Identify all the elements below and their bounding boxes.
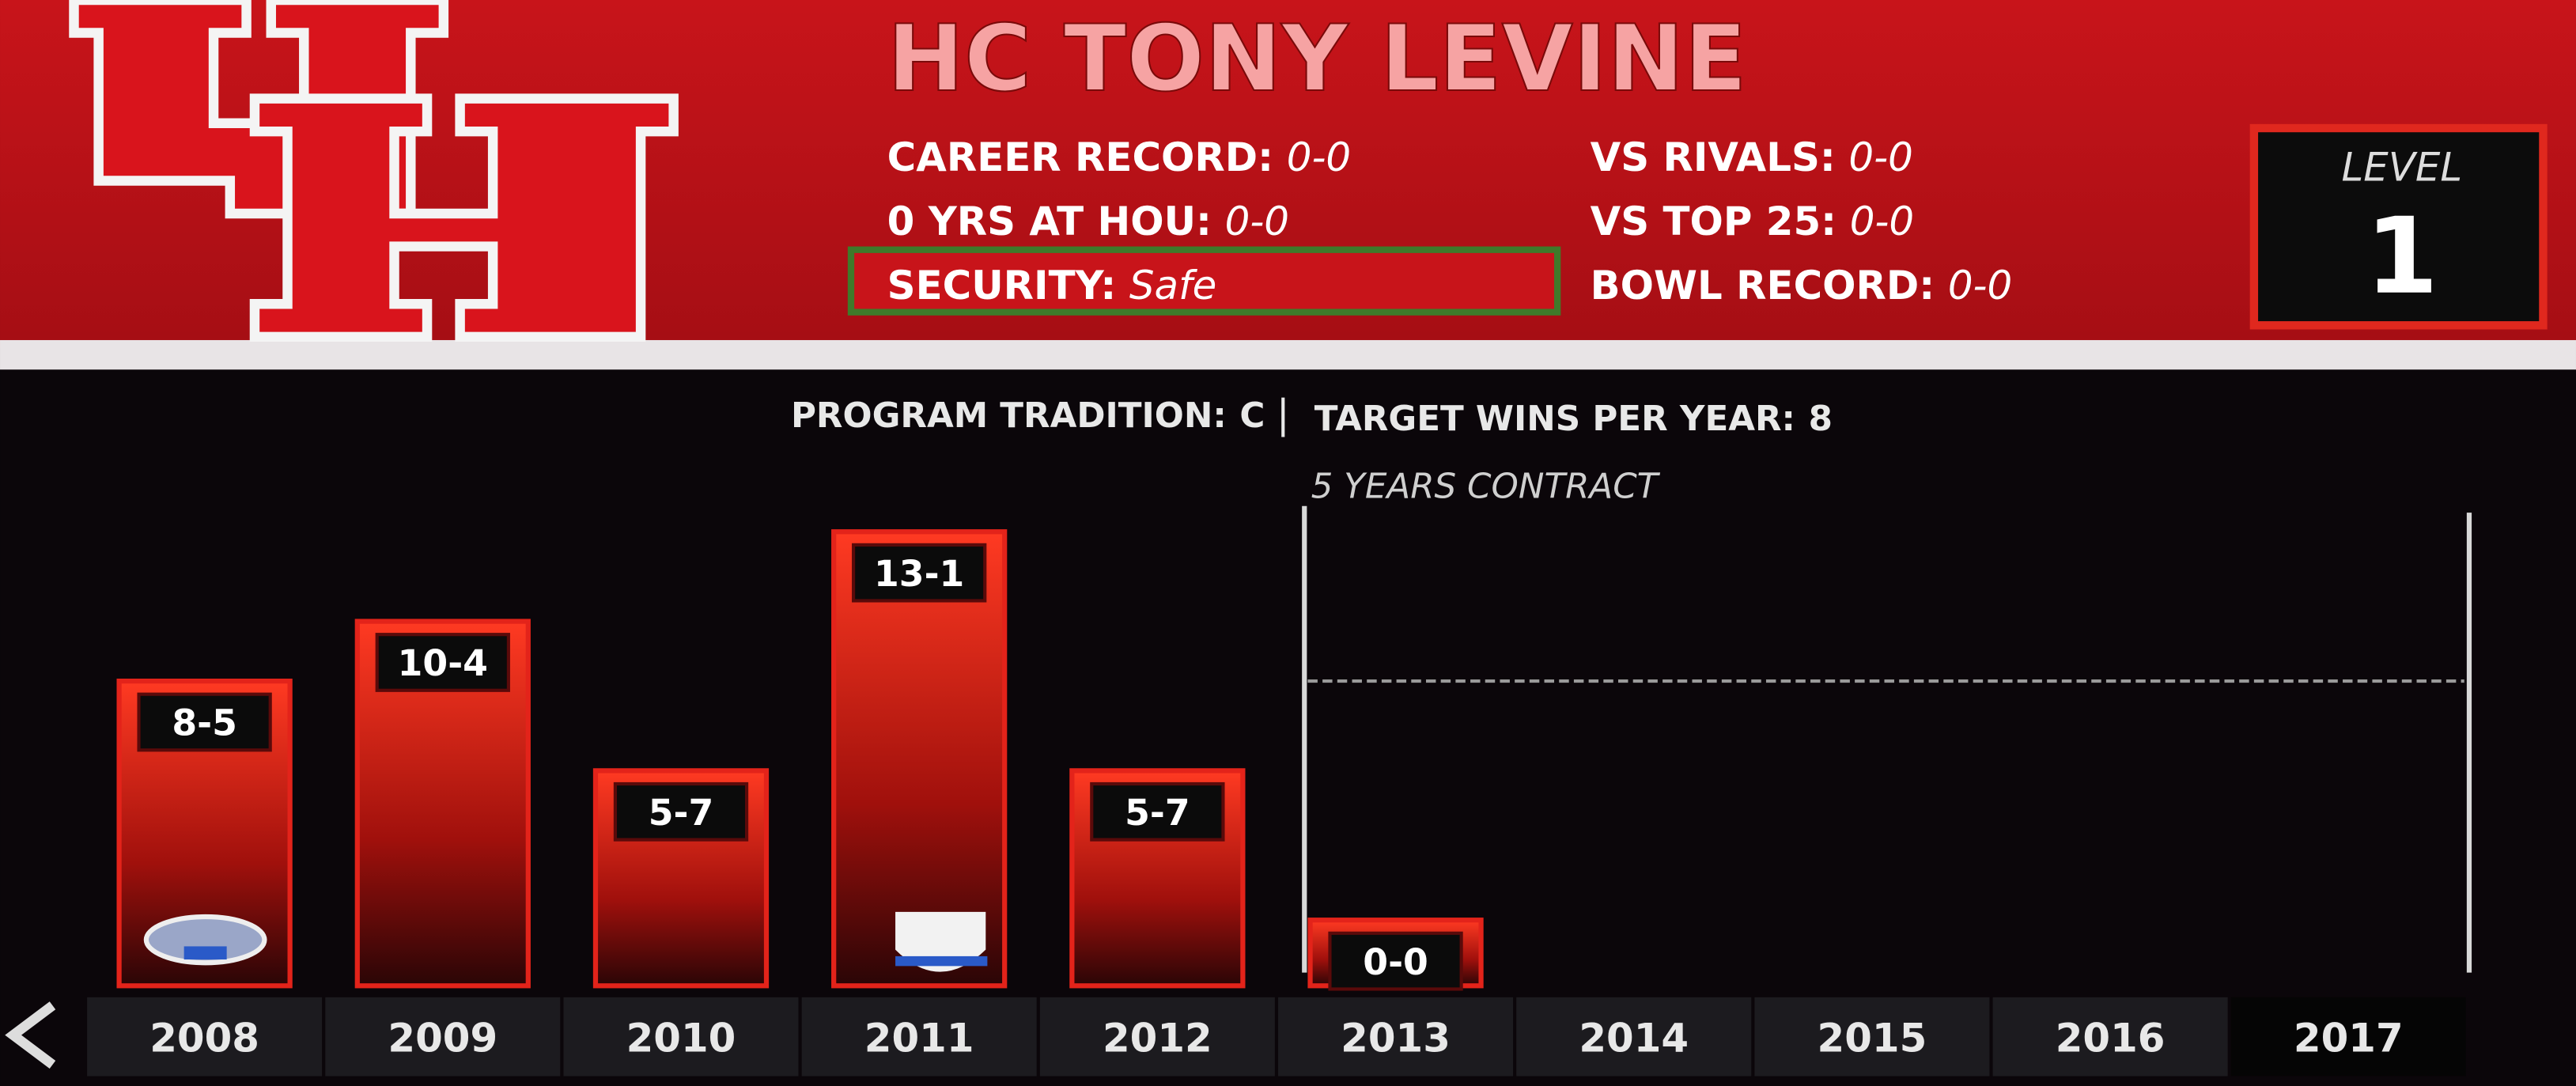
divider <box>0 339 2576 370</box>
year-tab <box>2230 997 2466 1077</box>
stat: CAREER RECORD: 0-0 <box>887 134 1351 180</box>
back-arrow[interactable] <box>5 1001 56 1069</box>
contract-label: 5 YEARS CONTRACT <box>1311 467 1661 506</box>
year-tab <box>1278 997 1514 1077</box>
record-box <box>137 692 272 752</box>
stat: SECURITY: Safe <box>887 263 1217 308</box>
stat-label: BOWL RECORD: <box>1591 263 1935 308</box>
year-label: 2012 <box>1103 1015 1212 1061</box>
record-label: 5-7 <box>1125 792 1190 834</box>
record-label: 10-4 <box>398 642 488 684</box>
stat-label: VS RIVALS: <box>1591 134 1836 180</box>
year-label: 2009 <box>388 1015 497 1061</box>
record-box <box>852 543 987 603</box>
security-box <box>847 246 1561 316</box>
target-value: 8 <box>1809 399 1833 439</box>
record-box <box>1090 781 1225 842</box>
bar <box>831 529 1008 989</box>
year-tab <box>563 997 799 1077</box>
stat-label: VS TOP 25: <box>1591 199 1836 244</box>
year-label: 2010 <box>626 1015 736 1061</box>
level-value: 1 <box>2366 196 2439 318</box>
record-label: 13-1 <box>874 553 964 595</box>
stat: VS TOP 25: 0-0 <box>1591 199 1914 244</box>
chart: 2008 8-5 2009 10-4 2010 5-7 2011 13-1 2012 5-7 201… <box>87 529 2466 1077</box>
record-box <box>1328 931 1463 991</box>
level-box <box>2249 123 2548 330</box>
year-tab <box>1516 997 1752 1077</box>
bowl-icon <box>895 911 988 972</box>
bowl-icon <box>143 914 267 966</box>
tradition: PROGRAM TRADITION: C <box>791 396 1265 436</box>
tradition-value: C <box>1239 396 1265 436</box>
year-tab <box>87 997 323 1077</box>
tradition-label: PROGRAM TRADITION: <box>791 396 1227 436</box>
stat-value: 0-0 <box>1848 134 1912 180</box>
record-label: 8-5 <box>172 702 237 744</box>
record-label: 0-0 <box>1363 941 1428 983</box>
target: TARGET WINS PER YEAR: 8 <box>1314 399 1833 439</box>
stat: BOWL RECORD: 0-0 <box>1591 263 2013 308</box>
year-tab <box>1754 997 1990 1077</box>
year-tab <box>1039 997 1275 1077</box>
year-label: 2015 <box>1818 1015 1927 1061</box>
year-tab <box>325 997 561 1077</box>
team-logo <box>69 0 679 342</box>
year-tab <box>1992 997 2228 1077</box>
level-label: LEVEL <box>2341 144 2462 190</box>
stat-label: CAREER RECORD: <box>887 134 1273 180</box>
year-label: 2014 <box>1579 1015 1689 1061</box>
year-label: 2017 <box>2294 1015 2404 1061</box>
stat-value: 0-0 <box>1850 199 1914 244</box>
year-tab <box>801 997 1037 1077</box>
stats: CAREER RECORD: 0-00 YRS AT HOU: 0-0SECURIT… <box>887 134 2013 308</box>
record-box <box>613 781 749 842</box>
stat-label: SECURITY: <box>887 263 1117 308</box>
stat-value: 0-0 <box>1948 263 2012 308</box>
stat-label: 0 YRS AT HOU: <box>887 199 1212 244</box>
year-label: 2011 <box>864 1015 974 1061</box>
coach-title: HC TONY LEVINE <box>887 6 1747 112</box>
stat: VS RIVALS: 0-0 <box>1591 134 1913 180</box>
record-label: 5-7 <box>649 792 714 834</box>
record-box <box>375 633 510 692</box>
stat: 0 YRS AT HOU: 0-0 <box>887 199 1289 244</box>
stat-value: Safe <box>1129 263 1216 308</box>
target-label: TARGET WINS PER YEAR: <box>1314 399 1795 439</box>
year-label: 2008 <box>149 1015 259 1061</box>
year-label: 2016 <box>2056 1015 2166 1061</box>
stat-value: 0-0 <box>1225 199 1289 244</box>
stat-value: 0-0 <box>1287 134 1351 180</box>
year-label: 2013 <box>1341 1015 1451 1061</box>
